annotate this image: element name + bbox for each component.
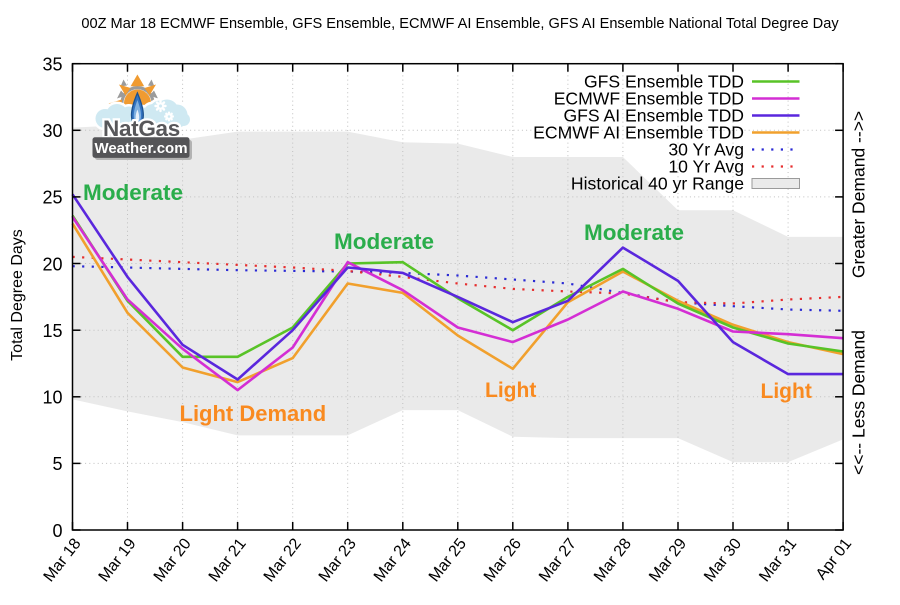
svg-text:25: 25 bbox=[42, 188, 62, 208]
svg-text:10 Yr Avg: 10 Yr Avg bbox=[668, 157, 744, 177]
svg-text:30: 30 bbox=[42, 121, 62, 141]
svg-text:0: 0 bbox=[52, 521, 62, 541]
svg-text:10: 10 bbox=[42, 388, 62, 408]
svg-text:35: 35 bbox=[42, 55, 62, 75]
svg-text:Light: Light bbox=[761, 380, 812, 403]
svg-text:Moderate: Moderate bbox=[334, 229, 434, 254]
svg-text:Weather.com: Weather.com bbox=[94, 140, 187, 157]
svg-text:GFS Ensemble TDD: GFS Ensemble TDD bbox=[584, 72, 744, 92]
svg-text:Total Degree Days: Total Degree Days bbox=[9, 229, 26, 361]
svg-text:Moderate: Moderate bbox=[83, 180, 183, 205]
svg-text:00Z Mar 18 ECMWF Ensemble, GFS: 00Z Mar 18 ECMWF Ensemble, GFS Ensemble,… bbox=[81, 16, 839, 32]
svg-text:Light Demand: Light Demand bbox=[180, 401, 327, 426]
svg-text:ECMWF AI Ensemble TDD: ECMWF AI Ensemble TDD bbox=[533, 123, 744, 143]
svg-text:5: 5 bbox=[52, 454, 62, 474]
svg-text:Light: Light bbox=[485, 379, 536, 402]
svg-text:15: 15 bbox=[42, 321, 62, 341]
svg-text:<<-- Less Demand: <<-- Less Demand bbox=[849, 330, 869, 475]
svg-text:20: 20 bbox=[42, 254, 62, 274]
svg-text:GFS AI Ensemble TDD: GFS AI Ensemble TDD bbox=[563, 106, 744, 126]
svg-text:Greater Demand -->>: Greater Demand -->> bbox=[849, 111, 869, 278]
svg-text:Moderate: Moderate bbox=[584, 220, 684, 245]
svg-text:ECMWF Ensemble TDD: ECMWF Ensemble TDD bbox=[554, 89, 744, 109]
svg-text:NatGas: NatGas bbox=[103, 116, 180, 141]
svg-text:30 Yr Avg: 30 Yr Avg bbox=[668, 140, 744, 160]
svg-text:Historical 40 yr Range: Historical 40 yr Range bbox=[571, 174, 744, 194]
